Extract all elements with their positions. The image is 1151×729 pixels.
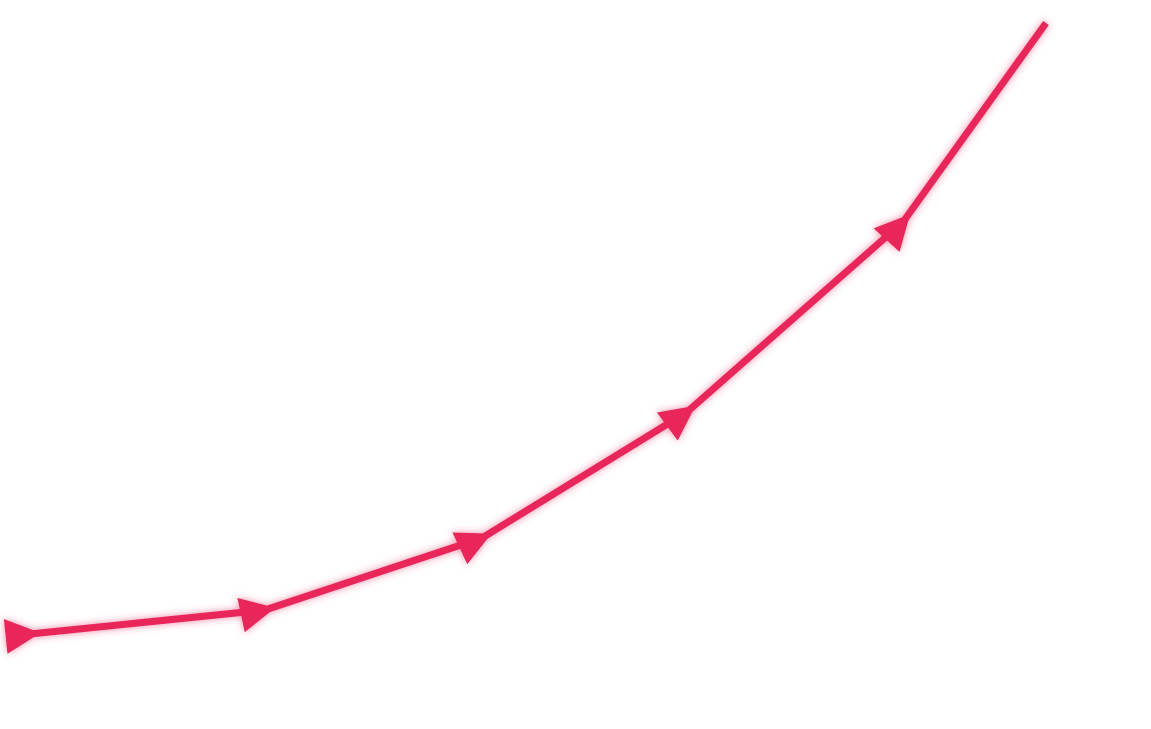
- trend-line: [3, 20, 1049, 654]
